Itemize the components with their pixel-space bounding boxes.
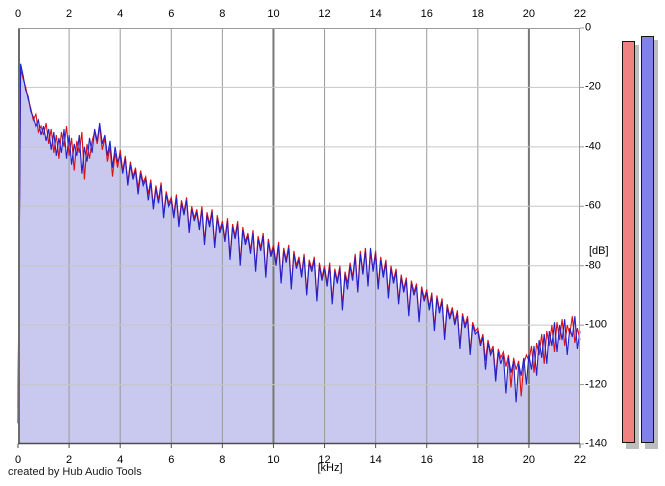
level-meter-left: [622, 40, 635, 443]
y-tick-label: -80: [585, 259, 601, 272]
x-tick-label-top: 2: [66, 8, 73, 20]
x-tick-label-bottom: 6: [168, 454, 175, 466]
x-tick-label-top: 4: [117, 8, 124, 20]
x-tick-label-bottom: 2: [66, 454, 73, 466]
x-tick-label-bottom: 4: [117, 454, 124, 466]
spectrum-trace-blue: [17, 63, 581, 424]
x-tick-label-top: 8: [219, 8, 226, 20]
x-tick-label-top: 14: [369, 8, 382, 20]
x-axis-unit-label: [kHz]: [317, 462, 343, 474]
x-tick-label-top: 18: [471, 8, 484, 20]
x-tick-label-top: 16: [420, 8, 433, 20]
y-tick-label: 0: [585, 21, 592, 34]
x-tick-label-bottom: 20: [522, 454, 536, 466]
x-tick-label-bottom: 10: [267, 454, 280, 466]
y-tick-label: -140: [585, 437, 608, 450]
x-tick-label-bottom: 0: [14, 454, 22, 466]
x-tick-label-bottom: 14: [369, 454, 382, 466]
x-tick-label-top: 6: [168, 8, 175, 20]
x-tick-label-top: 20: [522, 8, 536, 20]
y-tick-label: -40: [585, 140, 601, 153]
x-tick-label-bottom: 8: [219, 454, 226, 466]
spectrum-trace-red: [17, 69, 581, 409]
y-tick-label: -100: [585, 318, 608, 331]
credit-text: created by Hub Audio Tools: [8, 466, 142, 478]
spectrum-plot: [17, 27, 584, 448]
x-tick-label-bottom: 18: [471, 454, 484, 466]
y-tick-label: -60: [585, 199, 601, 212]
x-tick-label-bottom: 16: [420, 454, 433, 466]
spectrum-fill-area: [18, 63, 580, 444]
x-tick-label-top: 22: [573, 8, 587, 20]
plot-frame-left: [18, 28, 20, 444]
level-meter-right: [641, 36, 654, 443]
y-axis-unit-label: [dB]: [589, 245, 609, 257]
x-tick-label-bottom: 12: [318, 454, 331, 466]
x-tick-label-top: 12: [318, 8, 331, 20]
x-tick-label-top: 10: [267, 8, 280, 20]
x-tick-label-bottom: 22: [573, 454, 587, 466]
y-tick-label: -120: [585, 378, 608, 391]
y-tick-label: -20: [585, 80, 601, 93]
x-tick-label-top: 0: [14, 8, 22, 20]
